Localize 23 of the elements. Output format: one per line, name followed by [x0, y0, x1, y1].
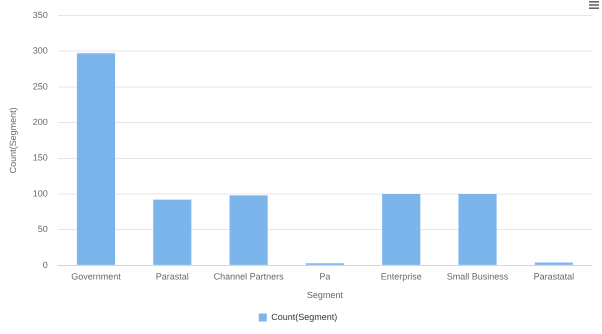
- y-tick-label: 50: [38, 224, 48, 234]
- y-tick-label: 250: [32, 81, 48, 92]
- x-tick-label: Pa: [319, 271, 330, 282]
- y-tick-label: 350: [32, 10, 48, 20]
- x-tick-label: Government: [71, 271, 122, 282]
- x-tick-label: Parastatal: [534, 271, 574, 282]
- x-axis-title: Segment: [306, 290, 344, 300]
- y-tick-label: 300: [32, 46, 48, 56]
- y-tick-label: 200: [32, 117, 48, 128]
- x-tick-label: Small Business: [446, 271, 509, 282]
- x-tick-label: Channel Partners: [214, 271, 284, 282]
- bar: [230, 195, 268, 265]
- y-axis-title: Count(Segment): [8, 107, 18, 174]
- y-tick-label: 150: [32, 152, 48, 163]
- bar: [76, 53, 116, 265]
- y-tick-label: 0: [42, 260, 48, 270]
- bar: [153, 200, 192, 265]
- x-tick-label: Parastal: [156, 271, 189, 282]
- legend-label: Count(Segment): [271, 312, 338, 322]
- bar: [458, 194, 497, 265]
- bar: [382, 194, 420, 265]
- y-tick-label: 100: [32, 188, 48, 198]
- x-tick-label: Enterprise: [380, 271, 422, 282]
